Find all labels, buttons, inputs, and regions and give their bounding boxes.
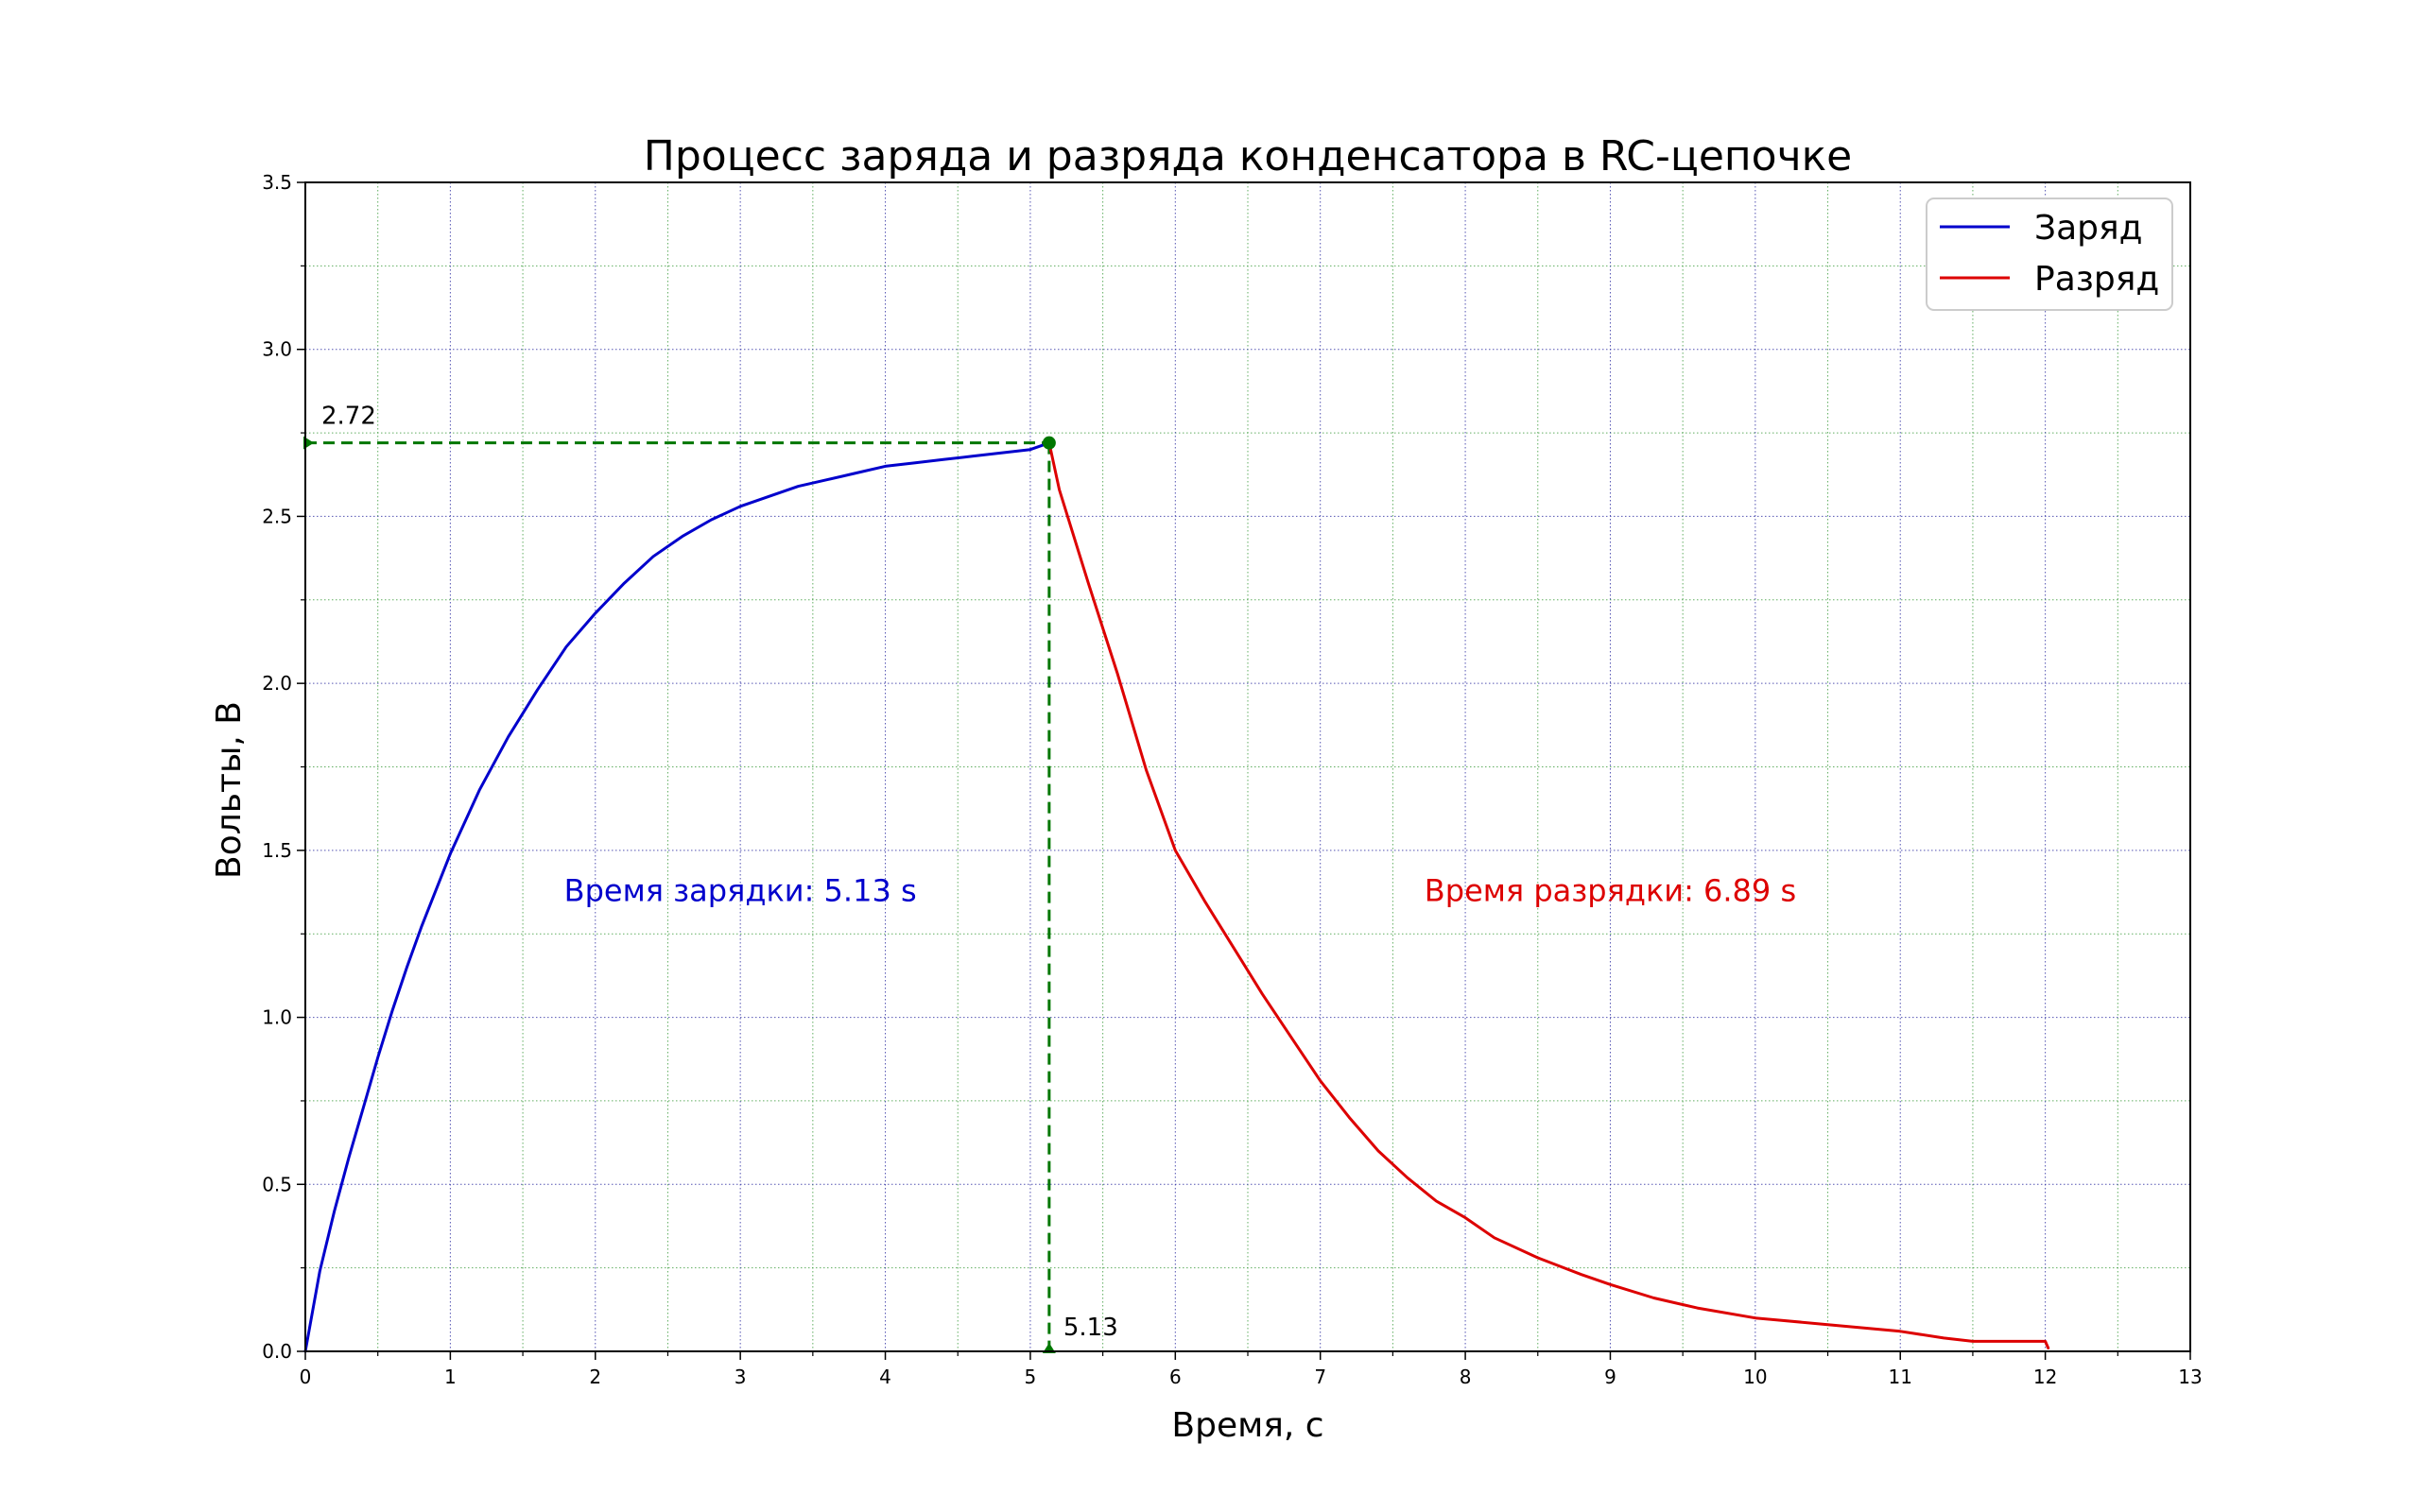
series-lines [303, 441, 2050, 1353]
x-tick-label: 7 [1314, 1366, 1326, 1388]
legend-label-discharge: Разряд [2034, 260, 2159, 299]
marker-guides [305, 441, 1051, 1351]
y-tick-label: 1.5 [262, 839, 292, 862]
y-tick-label: 0.5 [262, 1173, 292, 1195]
y-tick-label: 3.5 [262, 171, 292, 194]
x-tick-label: 11 [1889, 1366, 1912, 1388]
y-axis-label: Вольты, В [210, 701, 249, 879]
annotations: 2.72 5.13 Время зарядки: 5.13 s Время разря… [321, 403, 1796, 1342]
x-tick-label: 10 [1743, 1366, 1767, 1388]
x-tick-label: 13 [2178, 1366, 2202, 1388]
x-tick-label: 12 [2033, 1366, 2057, 1388]
y-tick-label: 3.0 [262, 338, 292, 361]
x-tick-label: 3 [735, 1366, 747, 1388]
x-tick-label: 6 [1169, 1366, 1182, 1388]
legend: Заряд Разряд [1926, 198, 2173, 311]
y-tick-label: 2.0 [262, 672, 292, 695]
peak-time-label: 5.13 [1063, 1314, 1118, 1342]
chart-title: Процесс заряда и разряда конденсатора в … [644, 132, 1852, 180]
y-tick-label: 2.5 [262, 505, 292, 527]
x-tick-label: 4 [879, 1366, 891, 1388]
peak-voltage-label: 2.72 [321, 403, 376, 431]
x-tick-label: 8 [1460, 1366, 1472, 1388]
plot-frame [304, 181, 2191, 1352]
x-tick-label: 0 [300, 1366, 312, 1388]
discharge-time-annotation: Время разрядки: 6.89 s [1425, 872, 1796, 908]
charge-time-annotation: Время зарядки: 5.13 s [564, 872, 917, 908]
grid [305, 182, 2190, 1351]
x-tick-label: 2 [589, 1366, 601, 1388]
x-axis-label: Время, с [1171, 1406, 1323, 1445]
x-tick-label: 9 [1604, 1366, 1616, 1388]
peak-point [1042, 436, 1056, 450]
legend-label-charge: Заряд [2034, 209, 2143, 248]
x-tick-label: 5 [1025, 1366, 1037, 1388]
x-tick-label: 1 [444, 1366, 457, 1388]
y-tick-label: 0.0 [262, 1340, 292, 1363]
series-line-charge [303, 441, 1051, 1353]
y-tick-label: 1.0 [262, 1006, 292, 1029]
series-line-discharge [1047, 441, 2050, 1349]
